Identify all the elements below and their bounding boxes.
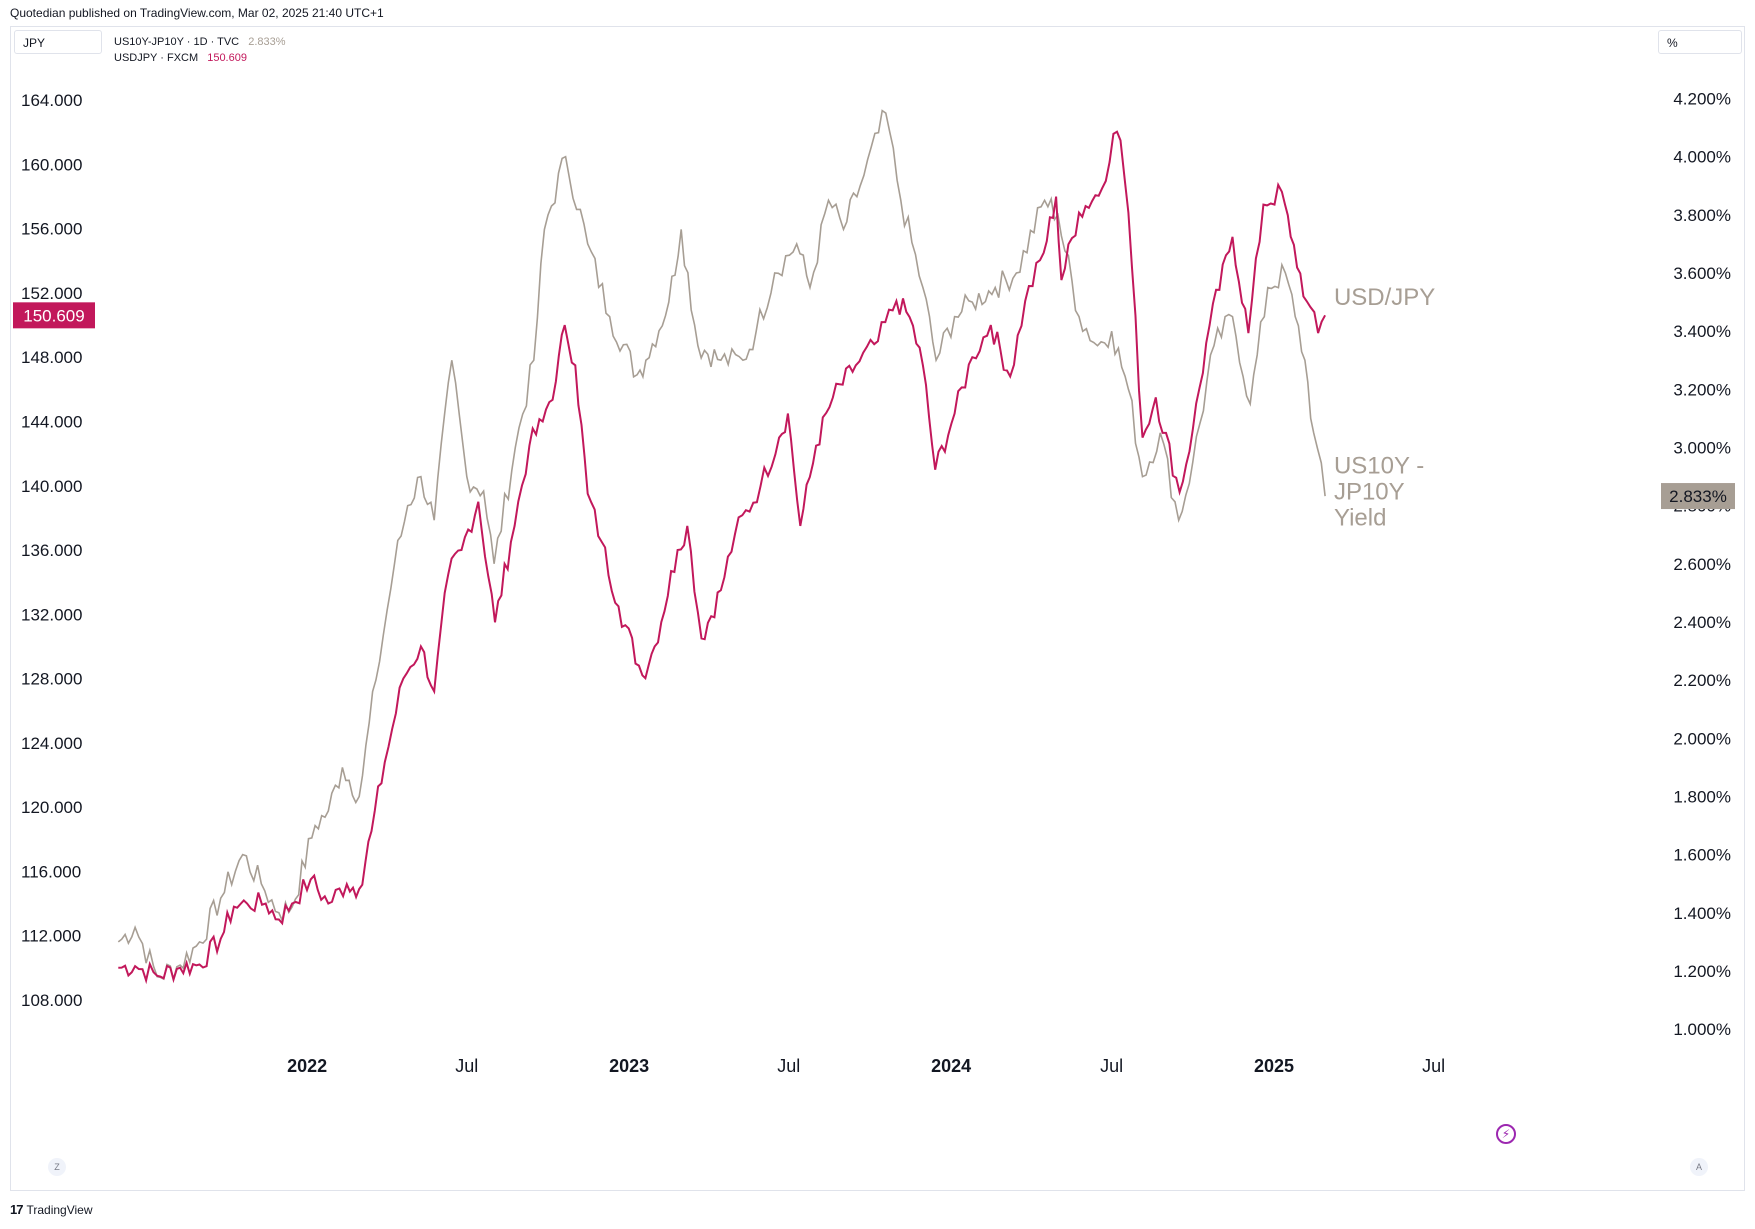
legend-usdjpy[interactable]: USDJPY · FXCM 150.609 xyxy=(114,50,286,66)
right-axis-tick-label: 1.600% xyxy=(1673,846,1731,865)
symbol-search-field[interactable]: JPY xyxy=(14,30,102,54)
left-axis-tick-label: 144.000 xyxy=(21,413,82,432)
legend-spread[interactable]: US10Y-JP10Y · 1D · TVC 2.833% xyxy=(114,34,286,50)
x-axis-tick-label: 2024 xyxy=(931,1056,971,1076)
auto-scale-button[interactable]: A xyxy=(1690,1158,1708,1176)
chart-frame: 164.000 160.000 156.000 152.000 148.000 144.0… xyxy=(10,26,1745,1191)
right-axis-tick-label: 2.000% xyxy=(1673,729,1731,748)
right-axis-tick-label: 4.000% xyxy=(1673,148,1731,167)
annotation-spread-line: JP10Y xyxy=(1334,479,1405,506)
x-axis-tick-label: 2022 xyxy=(287,1056,327,1076)
left-axis-tick-label: 156.000 xyxy=(21,220,82,239)
right-axis-tick-label: 2.200% xyxy=(1673,671,1731,690)
series-line-spread xyxy=(117,109,1326,981)
left-axis-tick-label: 136.000 xyxy=(21,541,82,560)
brand-label: TradingView xyxy=(26,1202,93,1217)
annotation-usdjpy: USD/JPY xyxy=(1334,284,1435,311)
left-axis-tick-label: 164.000 xyxy=(21,91,82,110)
x-axis-tick-label: 2025 xyxy=(1254,1056,1294,1076)
right-axis-tick-label: 3.200% xyxy=(1673,380,1731,399)
left-axis-tick-label: 116.000 xyxy=(21,862,81,881)
left-axis-tick-label: 120.000 xyxy=(21,798,82,817)
right-axis-tick-label: 4.200% xyxy=(1673,90,1731,109)
legend-spread-name: US10Y-JP10Y · 1D · TVC xyxy=(114,36,240,48)
tradingview-branding[interactable]: 17 TradingView xyxy=(10,1202,93,1217)
legend-spread-value: 2.833% xyxy=(248,36,286,48)
left-axis-tick-label: 160.000 xyxy=(21,155,82,174)
left-axis-tick-label: 124.000 xyxy=(21,734,82,753)
x-axis-tick-label: Jul xyxy=(1100,1056,1123,1076)
percent-scale-button[interactable]: % xyxy=(1658,30,1742,54)
right-axis-tick-label: 2.400% xyxy=(1673,613,1731,632)
left-axis-tick-label: 108.000 xyxy=(21,991,82,1010)
left-axis-tick-label: 152.000 xyxy=(21,284,82,303)
right-axis-tick-label: 1.200% xyxy=(1673,962,1731,981)
left-axis-tick-label: 112.000 xyxy=(21,927,81,946)
right-axis-tick-label: 2.600% xyxy=(1673,555,1731,574)
right-axis-tick-label: 1.400% xyxy=(1673,904,1731,923)
left-axis-tick-label: 128.000 xyxy=(21,670,82,689)
legend-usdjpy-value: 150.609 xyxy=(207,52,247,64)
lightning-icon[interactable]: ⚡ xyxy=(1496,1124,1516,1144)
chart-legend: US10Y-JP10Y · 1D · TVC 2.833% USDJPY · F… xyxy=(114,34,286,66)
right-axis-tick-label: 3.000% xyxy=(1673,438,1731,457)
left-axis-tick-label: 148.000 xyxy=(21,348,82,367)
usdjpy-last-value-label: 150.609 xyxy=(23,306,84,325)
x-axis-tick-label: Jul xyxy=(777,1056,800,1076)
published-caption: Quotedian published on TradingView.com, … xyxy=(10,6,384,20)
left-axis-tick-label: 140.000 xyxy=(21,477,82,496)
right-axis-tick-label: 3.400% xyxy=(1673,322,1731,341)
chart-canvas[interactable]: 164.000 160.000 156.000 152.000 148.000 144.0… xyxy=(11,27,1746,1192)
zoom-left-button[interactable]: Z xyxy=(48,1158,66,1176)
tradingview-logo-icon: 17 xyxy=(10,1202,24,1217)
spread-last-value-badge xyxy=(1661,483,1735,510)
right-axis-tick-label: 3.800% xyxy=(1673,206,1731,225)
spread-last-value-label: 2.833% xyxy=(1669,487,1727,506)
left-axis-tick-label: 132.000 xyxy=(21,605,82,624)
x-axis-tick-label: 2023 xyxy=(609,1056,649,1076)
x-axis-tick-label: Jul xyxy=(1422,1056,1445,1076)
usdjpy-last-value-badge xyxy=(13,302,95,329)
annotation-spread-line: Yield xyxy=(1334,505,1386,532)
series-line-usdjpy xyxy=(118,130,1326,985)
right-axis-tick-label: 3.600% xyxy=(1673,264,1731,283)
legend-usdjpy-name: USDJPY · FXCM xyxy=(114,52,199,64)
right-axis-tick-label: 1.800% xyxy=(1673,787,1731,806)
annotation-spread-line: US10Y - xyxy=(1334,453,1424,480)
right-axis-tick-label: 1.000% xyxy=(1673,1020,1731,1039)
x-axis-tick-label: Jul xyxy=(455,1056,478,1076)
